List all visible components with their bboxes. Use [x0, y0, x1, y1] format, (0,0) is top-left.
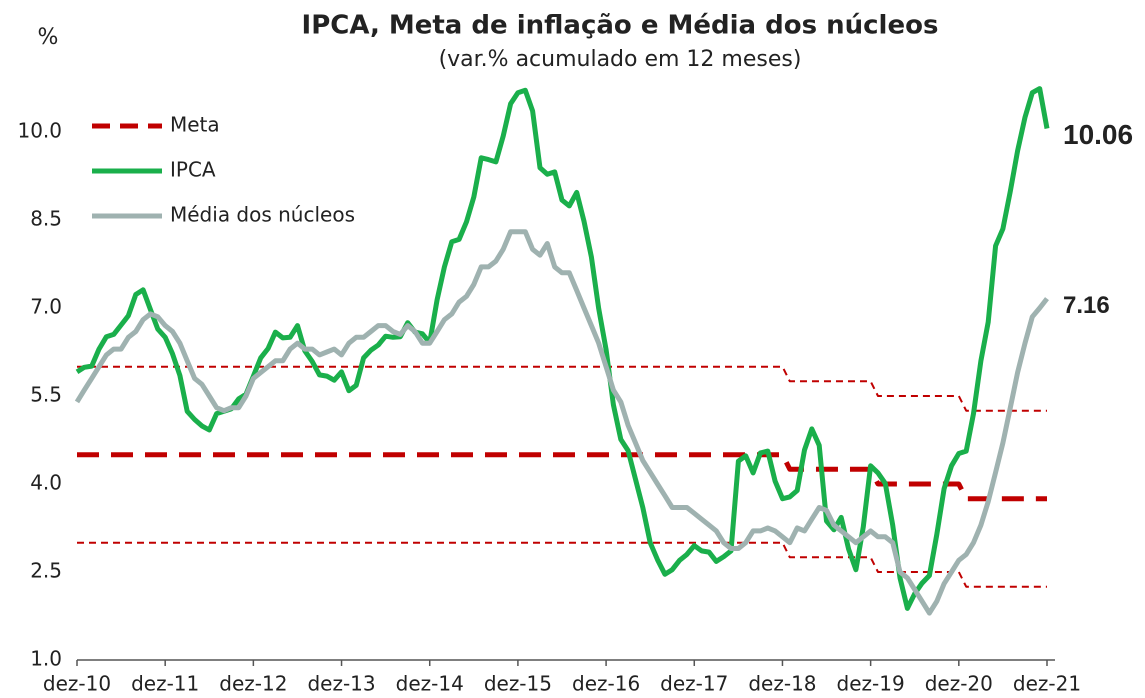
series-line [77, 365, 1047, 412]
end-label: 7.16 [1063, 292, 1110, 319]
y-tick-label: 4.0 [30, 471, 62, 495]
y-tick-label: 7.0 [30, 295, 62, 319]
legend-label: IPCA [170, 158, 216, 182]
y-tick-label: 10.0 [17, 119, 62, 143]
x-tick-label: dez-15 [484, 672, 552, 696]
legend-label: Meta [170, 113, 220, 137]
x-tick-label: dez-18 [748, 672, 816, 696]
x-tick-label: dez-14 [396, 672, 464, 696]
x-tick-label: dez-13 [307, 672, 375, 696]
x-tick-label: dez-17 [660, 672, 728, 696]
x-tick-label: dez-19 [837, 672, 905, 696]
y-tick-label: 2.5 [30, 559, 62, 583]
y-axis-label: % [38, 25, 59, 50]
legend-label: Média dos núcleos [170, 203, 355, 227]
x-tick-label: dez-20 [925, 672, 993, 696]
y-tick-label: 8.5 [30, 207, 62, 231]
x-tick-label: dez-10 [43, 672, 111, 696]
y-tick-label: 1.0 [30, 647, 62, 671]
chart-subtitle: (var.% acumulado em 12 meses) [439, 47, 802, 72]
series-line [74, 229, 1049, 616]
series-line [75, 86, 1050, 611]
end-label: 10.06 [1063, 119, 1133, 150]
chart-title: IPCA, Meta de inflação e Média dos núcle… [302, 11, 939, 41]
y-tick-label: 5.5 [30, 383, 62, 407]
series-line [77, 452, 1047, 502]
x-tick-label: dez-21 [1013, 672, 1081, 696]
series-line [77, 541, 1047, 588]
x-tick-label: dez-12 [219, 672, 287, 696]
x-tick-label: dez-11 [131, 672, 199, 696]
x-tick-label: dez-16 [572, 672, 640, 696]
